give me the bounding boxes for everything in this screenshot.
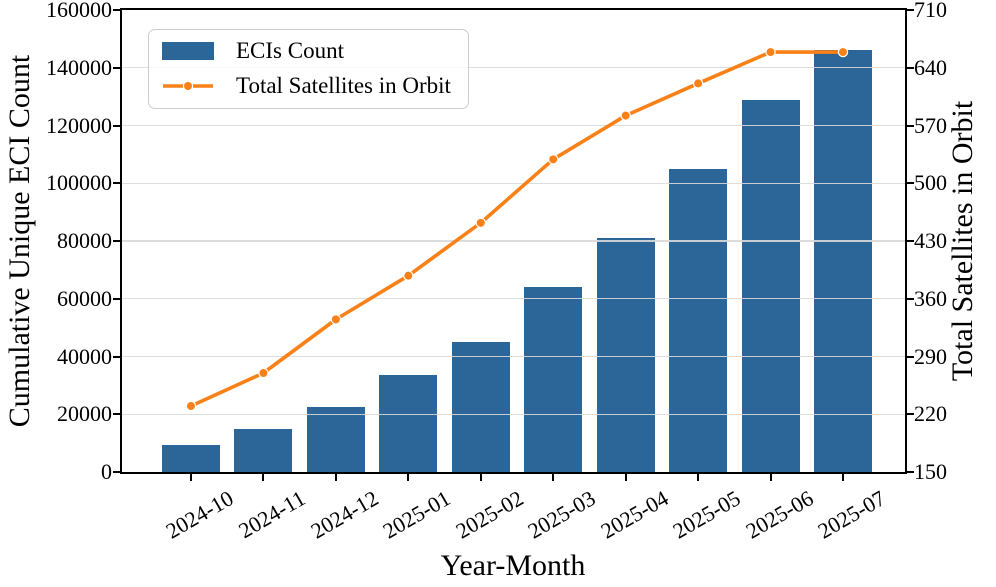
gridline-20000 [122,413,905,415]
x-axis-title: Year-Month [440,549,586,582]
x-tick-2025-07 [842,472,844,481]
left-tick-0 [113,471,122,473]
right-tick-label-500: 500 [914,170,947,196]
left-tick-label-120000: 120000 [46,112,112,138]
left-tick-80000 [113,240,122,242]
right-tick-label-360: 360 [914,285,947,311]
left-tick-label-100000: 100000 [46,170,112,196]
right-tick-label-290: 290 [914,343,947,369]
line-series-swatch [163,80,213,91]
legend-label-ecis-count: ECIs Count [236,38,344,63]
left-tick-label-80000: 80000 [57,228,112,253]
left-tick-100000 [113,182,122,185]
bar-2024-11 [234,428,293,472]
x-tick-2025-05 [697,472,700,481]
legend-label-total-satellites: Total Satellites in Orbit [236,73,451,98]
right-tick-220 [905,413,914,416]
right-tick-150 [905,471,914,473]
x-tick-2025-03 [552,472,555,481]
x-tick-2025-02 [479,472,482,481]
legend: ECIs Count Total Satellites in Orbit [148,29,469,109]
left-tick-label-20000: 20000 [57,401,112,427]
left-tick-label-40000: 40000 [57,343,112,369]
right-tick-label-430: 430 [914,228,947,253]
legend-item-total-satellites: Total Satellites in Orbit [162,74,451,97]
right-tick-500 [905,182,914,185]
right-axis-title: Total Satellites in Orbit [946,100,979,382]
right-tick-label-220: 220 [914,401,947,427]
left-tick-20000 [113,413,122,416]
right-tick-570 [905,124,914,127]
right-tick-360 [905,297,914,300]
x-tick-label-2024-10: 2024-10 [161,485,238,544]
bar-2024-12 [306,407,365,472]
left-tick-label-60000: 60000 [57,285,112,311]
left-tick-60000 [113,297,122,300]
left-tick-label-140000: 140000 [46,54,112,80]
left-tick-160000 [113,9,122,11]
left-tick-40000 [113,355,122,358]
right-tick-290 [905,355,914,358]
legend-item-ecis-count: ECIs Count [162,39,451,62]
right-tick-label-710: 710 [914,0,947,22]
right-tick-430 [905,240,914,242]
left-tick-label-160000: 160000 [46,0,112,22]
x-tick-2024-10 [190,472,192,481]
legend-marker-glyph [182,80,194,91]
x-tick-2025-01 [407,472,410,481]
x-tick-2024-12 [334,472,337,481]
x-tick-2025-04 [624,472,627,481]
left-axis-title: Cumulative Unique ECI Count [3,54,36,428]
right-tick-label-570: 570 [914,112,947,138]
left-tick-label-0: 0 [101,459,112,484]
left-tick-120000 [113,124,122,127]
right-tick-710 [905,9,914,11]
right-tick-640 [905,66,914,69]
right-tick-label-640: 640 [914,54,947,80]
left-tick-140000 [113,66,122,69]
right-tick-label-150: 150 [914,459,947,484]
x-tick-2025-06 [769,472,772,481]
bar-series-swatch [162,41,214,60]
bar-2024-10 [162,444,220,472]
x-tick-2024-11 [262,472,265,481]
